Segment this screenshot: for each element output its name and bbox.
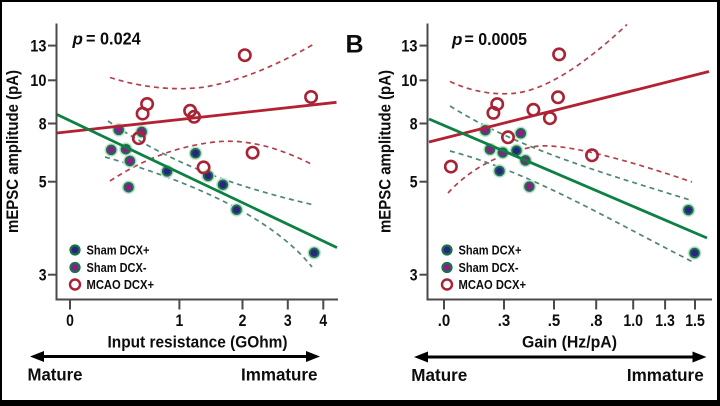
svg-text:= 0.024: = 0.024 <box>86 29 141 49</box>
svg-text:1: 1 <box>176 312 184 330</box>
svg-text:mEPSC amplitude (pA): mEPSC amplitude (pA) <box>4 70 22 233</box>
svg-text:10: 10 <box>30 72 46 90</box>
svg-text:mEPSC amplitude (pA): mEPSC amplitude (pA) <box>377 70 395 233</box>
svg-text:Sham DCX+: Sham DCX+ <box>459 243 522 258</box>
svg-text:2: 2 <box>239 312 247 330</box>
svg-text:8: 8 <box>410 115 418 133</box>
svg-text:.8: .8 <box>590 312 603 330</box>
svg-text:4: 4 <box>319 312 327 330</box>
svg-text:3: 3 <box>410 267 418 285</box>
svg-text:0: 0 <box>66 312 74 330</box>
svg-text:13: 13 <box>401 37 417 55</box>
svg-text:B: B <box>346 31 364 59</box>
svg-text:.3: .3 <box>498 312 511 330</box>
svg-text:Mature: Mature <box>28 365 83 385</box>
svg-text:p: p <box>72 30 83 49</box>
svg-text:3: 3 <box>284 312 292 330</box>
svg-text:Sham DCX-: Sham DCX- <box>459 260 519 275</box>
svg-text:Sham DCX+: Sham DCX+ <box>87 243 150 258</box>
svg-text:.5: .5 <box>548 312 561 330</box>
svg-text:Immature: Immature <box>241 365 318 385</box>
svg-text:Gain (Hz/pA): Gain (Hz/pA) <box>522 334 617 352</box>
svg-text:1.5: 1.5 <box>685 312 705 330</box>
svg-text:.0: .0 <box>438 312 451 330</box>
svg-text:p: p <box>451 30 462 49</box>
svg-text:1.3: 1.3 <box>655 312 675 330</box>
svg-text:5: 5 <box>410 174 418 192</box>
svg-text:13: 13 <box>30 37 46 55</box>
svg-text:Immature: Immature <box>627 365 704 385</box>
svg-text:Input resistance (GOhm): Input resistance (GOhm) <box>108 334 288 352</box>
svg-text:Mature: Mature <box>411 365 467 385</box>
svg-text:5: 5 <box>39 174 47 192</box>
svg-text:8: 8 <box>39 115 47 133</box>
svg-text:= 0.0005: = 0.0005 <box>465 29 528 49</box>
svg-text:3: 3 <box>39 267 47 285</box>
svg-text:1.0: 1.0 <box>623 312 643 330</box>
svg-text:MCAO DCX+: MCAO DCX+ <box>87 277 155 292</box>
svg-text:MCAO DCX+: MCAO DCX+ <box>459 277 527 292</box>
svg-text:Sham DCX-: Sham DCX- <box>87 260 147 275</box>
svg-text:10: 10 <box>401 72 417 90</box>
